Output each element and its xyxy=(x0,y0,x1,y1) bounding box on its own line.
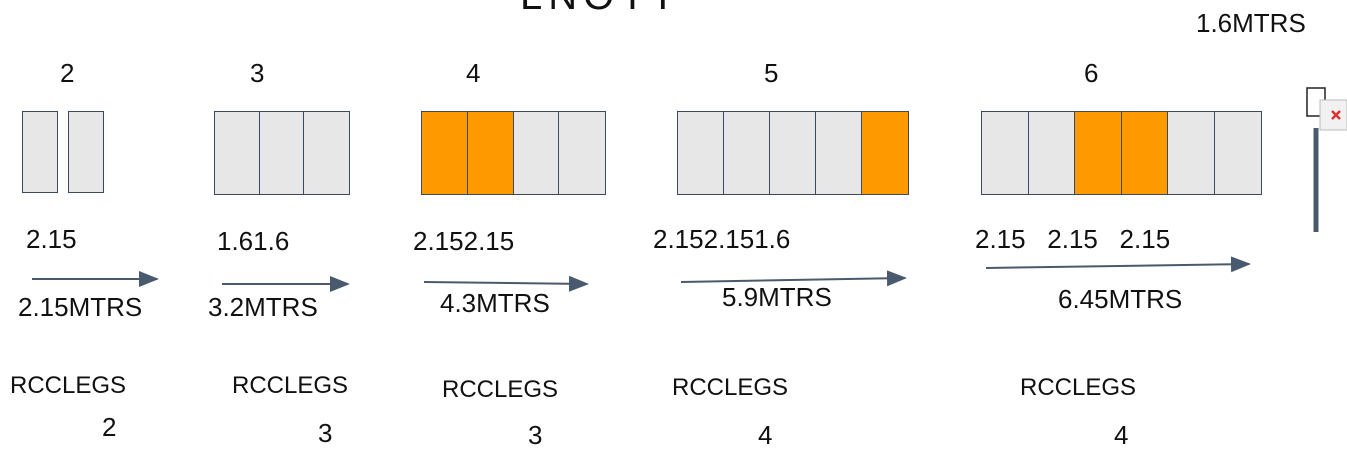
group-1-count: 2 xyxy=(60,58,75,88)
group-5-cell-2 xyxy=(1028,112,1075,194)
group-3-legs-label: RCCLEGS xyxy=(442,376,559,403)
group-5-count: 6 xyxy=(1084,58,1099,88)
group-5-cell-3 xyxy=(1075,112,1122,194)
group-3-cells xyxy=(421,111,606,195)
group-5-cell-6 xyxy=(1214,112,1261,194)
group-2-total: 3.2MTRS xyxy=(208,292,318,322)
group-3-cell-4 xyxy=(559,112,605,194)
close-mark-icon xyxy=(1331,110,1341,120)
group-2-widths: 1.61.6 xyxy=(217,226,290,256)
group-3-count: 4 xyxy=(466,58,481,88)
group-1-widths: 2.15 xyxy=(26,224,77,254)
pole-icon xyxy=(1306,87,1347,232)
group-2-count: 3 xyxy=(250,58,265,88)
group-5-length-arrow xyxy=(985,256,1251,273)
group-5-cell-5 xyxy=(1168,112,1215,194)
group-1-legs-count: 2 xyxy=(102,412,117,442)
group-4-cell-5 xyxy=(862,112,908,194)
group-2-cell-1 xyxy=(215,112,260,194)
group-5-cells xyxy=(981,111,1262,195)
group-4-legs-label: RCCLEGS xyxy=(672,374,789,401)
group-4-total: 5.9MTRS xyxy=(722,282,832,312)
group-2-legs-label: RCCLEGS xyxy=(232,372,349,399)
group-5-cell-4 xyxy=(1121,112,1168,194)
group-3-cell-1 xyxy=(422,112,468,194)
group-4-cells xyxy=(677,111,909,195)
page-title: LNOTT xyxy=(520,0,681,19)
group-1-cell-1 xyxy=(22,111,58,193)
group-4-count: 5 xyxy=(764,58,779,88)
group-4-cell-1 xyxy=(678,112,724,194)
group-5-total: 6.45MTRS xyxy=(1058,284,1183,314)
group-5-widths: 2.15 2.15 2.15 xyxy=(975,224,1171,254)
group-5-cell-1 xyxy=(982,112,1029,194)
top-right-length-label: 1.6MTRS xyxy=(1196,8,1306,38)
group-3-legs-count: 3 xyxy=(528,420,543,450)
group-2-cells xyxy=(214,111,350,195)
group-4-legs-count: 4 xyxy=(758,420,773,450)
group-1-total: 2.15MTRS xyxy=(18,292,143,322)
group-5-legs-count: 4 xyxy=(1114,420,1129,450)
group-2-cell-3 xyxy=(304,112,349,194)
group-4-cell-4 xyxy=(816,112,862,194)
group-3-cell-2 xyxy=(467,112,514,194)
group-1-legs-label: RCCLEGS xyxy=(10,372,127,399)
group-3-total: 4.3MTRS xyxy=(440,288,550,318)
group-2-legs-count: 3 xyxy=(318,418,333,448)
group-4-cell-3 xyxy=(770,112,816,194)
group-5-legs-label: RCCLEGS xyxy=(1020,374,1137,401)
group-1-cells xyxy=(22,111,108,193)
group-3-cell-3 xyxy=(513,112,560,194)
group-4-length-arrow xyxy=(680,270,907,287)
group-4-widths: 2.152.151.6 xyxy=(653,224,791,254)
group-3-widths: 2.152.15 xyxy=(413,226,515,256)
group-3-length-arrow xyxy=(423,275,589,292)
group-1-cell-2 xyxy=(68,111,104,193)
group-2-cell-2 xyxy=(259,112,305,194)
group-4-cell-2 xyxy=(724,112,770,194)
